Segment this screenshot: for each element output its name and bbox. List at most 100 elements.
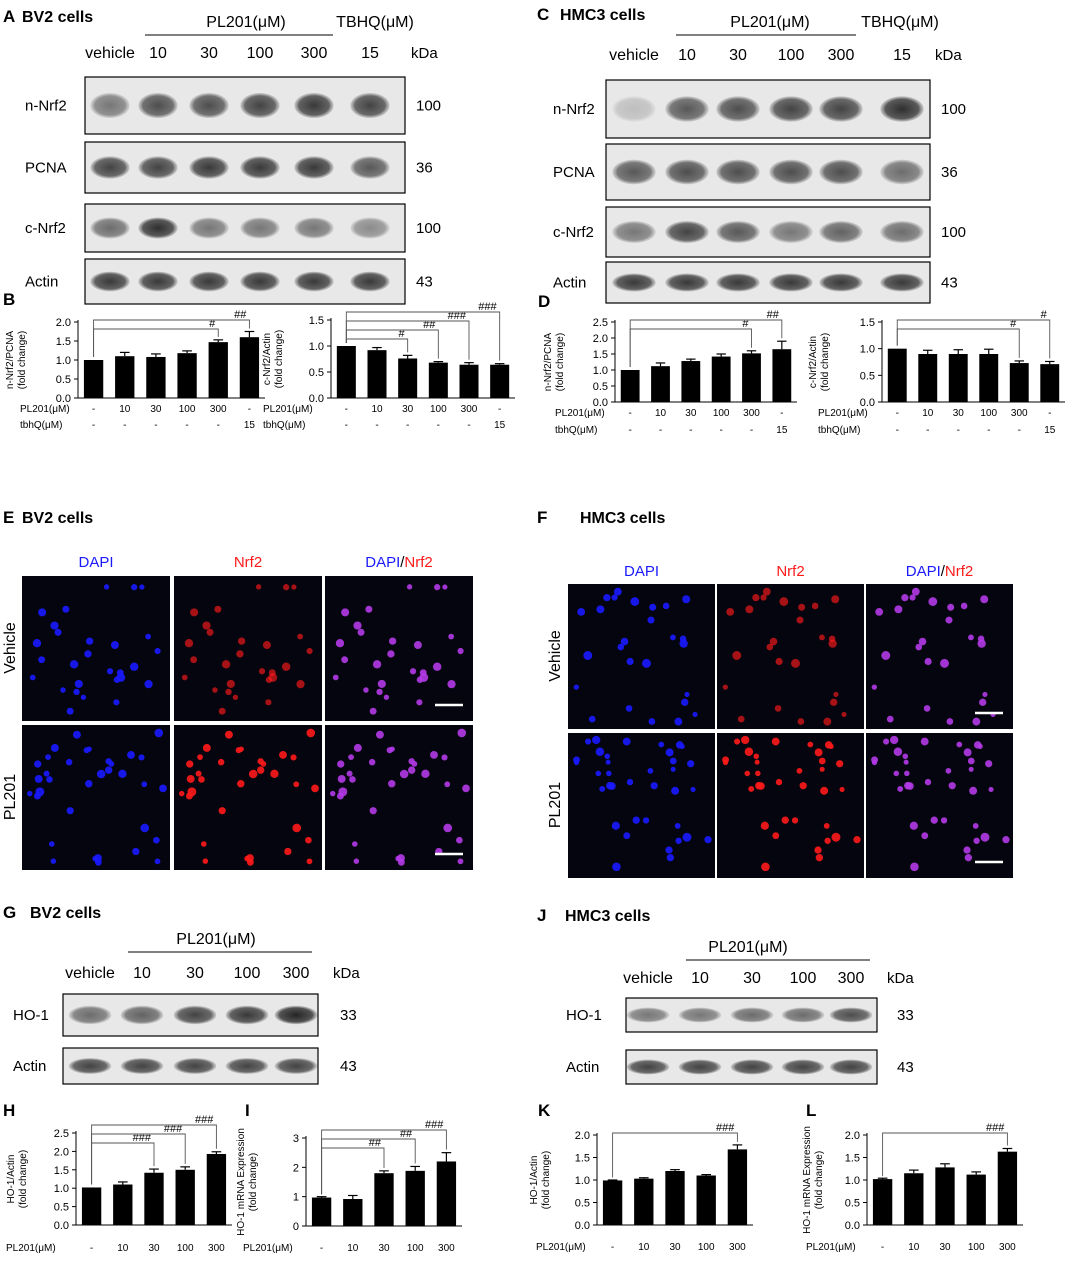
bar	[113, 1184, 133, 1225]
panel-title: HMC3 cells	[565, 908, 650, 925]
cell-nucleus	[456, 836, 463, 844]
bar	[602, 1180, 623, 1225]
kda-value: 36	[416, 160, 433, 177]
cell-nucleus	[376, 688, 383, 696]
cell-nucleus	[83, 747, 90, 754]
channel-part: DAPI	[906, 563, 941, 580]
cell-nucleus	[963, 748, 972, 757]
row-value: 300	[438, 1243, 455, 1254]
cell-nucleus	[65, 758, 73, 766]
significance-label: #	[209, 318, 216, 330]
cell-nucleus	[760, 594, 767, 601]
cell-nucleus	[732, 651, 742, 660]
group-label: PL201(μM)	[730, 14, 809, 31]
row-value: 300	[210, 404, 227, 415]
cell-nucleus	[369, 807, 377, 815]
blot-band	[240, 156, 280, 179]
kda-value: 43	[416, 274, 433, 291]
cell-nucleus	[632, 816, 640, 824]
cell-nucleus	[774, 705, 782, 712]
cell-nucleus	[159, 784, 167, 793]
kda-header: kDa	[411, 45, 438, 62]
cell-nucleus	[947, 603, 955, 611]
bar	[398, 358, 418, 398]
cell-nucleus	[755, 770, 761, 777]
cell-nucleus	[457, 728, 467, 738]
row-value: 10	[371, 404, 383, 415]
blot-band	[626, 1059, 670, 1075]
significance-label: ###	[425, 1119, 444, 1131]
cell-nucleus	[154, 647, 161, 655]
micro-image	[717, 733, 864, 878]
cell-nucleus	[387, 650, 395, 658]
bar	[872, 1179, 893, 1225]
row-value: -	[467, 420, 470, 431]
cell-nucleus	[977, 743, 983, 749]
significance-bracket	[93, 328, 219, 357]
micro-image	[866, 584, 1013, 729]
cell-nucleus	[910, 862, 919, 872]
row-value: 100	[177, 1243, 194, 1254]
y-tick-label: 0.0	[860, 397, 875, 409]
cell-nucleus	[140, 823, 150, 833]
blot-band	[665, 159, 709, 185]
cell-nucleus	[1002, 836, 1010, 844]
cell-nucleus	[232, 694, 239, 700]
y-tick-label: 0.5	[593, 381, 608, 393]
cell-nucleus	[197, 754, 203, 761]
cell-nucleus	[383, 694, 390, 700]
cell-nucleus	[779, 597, 789, 606]
cell-nucleus	[419, 669, 427, 677]
cell-nucleus	[26, 790, 33, 797]
cell-nucleus	[69, 660, 79, 669]
significance-label: ###	[133, 1132, 152, 1144]
row-value: -	[248, 404, 251, 415]
significance-bracket	[93, 319, 250, 357]
row-value: 10	[638, 1242, 650, 1253]
panel-title: BV2 cells	[22, 510, 93, 527]
blot-band	[189, 217, 229, 239]
cell-nucleus	[681, 698, 689, 707]
bar	[935, 1167, 955, 1225]
kda-value: 33	[897, 1007, 914, 1024]
cell-nucleus	[181, 674, 188, 681]
cell-nucleus	[979, 698, 987, 707]
bar	[979, 354, 999, 402]
y-axis-label: HO-1 mRNA Expression	[802, 1126, 813, 1234]
y-tick-label: 0.0	[309, 393, 324, 405]
cell-nucleus	[225, 688, 232, 696]
cell-nucleus	[831, 832, 841, 842]
cell-nucleus	[104, 766, 113, 774]
y-axis-label: (fold change)	[555, 333, 566, 391]
cell-nucleus	[66, 707, 74, 715]
cell-nucleus	[248, 769, 258, 779]
micro-image	[22, 576, 170, 721]
cell-nucleus	[612, 862, 621, 872]
row-label: PL201(μM)	[243, 1243, 293, 1254]
row-value: -	[881, 1242, 884, 1253]
cell-nucleus	[244, 855, 251, 862]
cell-nucleus	[283, 584, 290, 591]
y-axis-label: (fold change)	[248, 1153, 259, 1211]
cell-nucleus	[722, 684, 728, 690]
cell-nucleus	[968, 766, 974, 772]
bar-chart-layer: B0.00.51.01.52.0n-Nrf2/PCNA (fold change)…	[3, 290, 1065, 1254]
blot-band	[612, 96, 656, 122]
bar	[336, 346, 356, 398]
row-value: 30	[953, 408, 965, 419]
blot-band	[730, 1059, 774, 1075]
y-tick-label: 1.5	[593, 349, 608, 361]
cell-nucleus	[762, 587, 771, 596]
blot-band	[819, 159, 863, 185]
panel-letter: J	[537, 906, 546, 925]
row-value: 300	[999, 1242, 1016, 1253]
row-value: 300	[461, 404, 478, 415]
row-value: -	[90, 1243, 93, 1254]
cell-nucleus	[831, 595, 840, 604]
cell-nucleus	[258, 668, 266, 675]
cell-nucleus	[118, 769, 127, 779]
row-label: PL201(μM)	[806, 1242, 856, 1253]
cell-nucleus	[38, 608, 47, 617]
